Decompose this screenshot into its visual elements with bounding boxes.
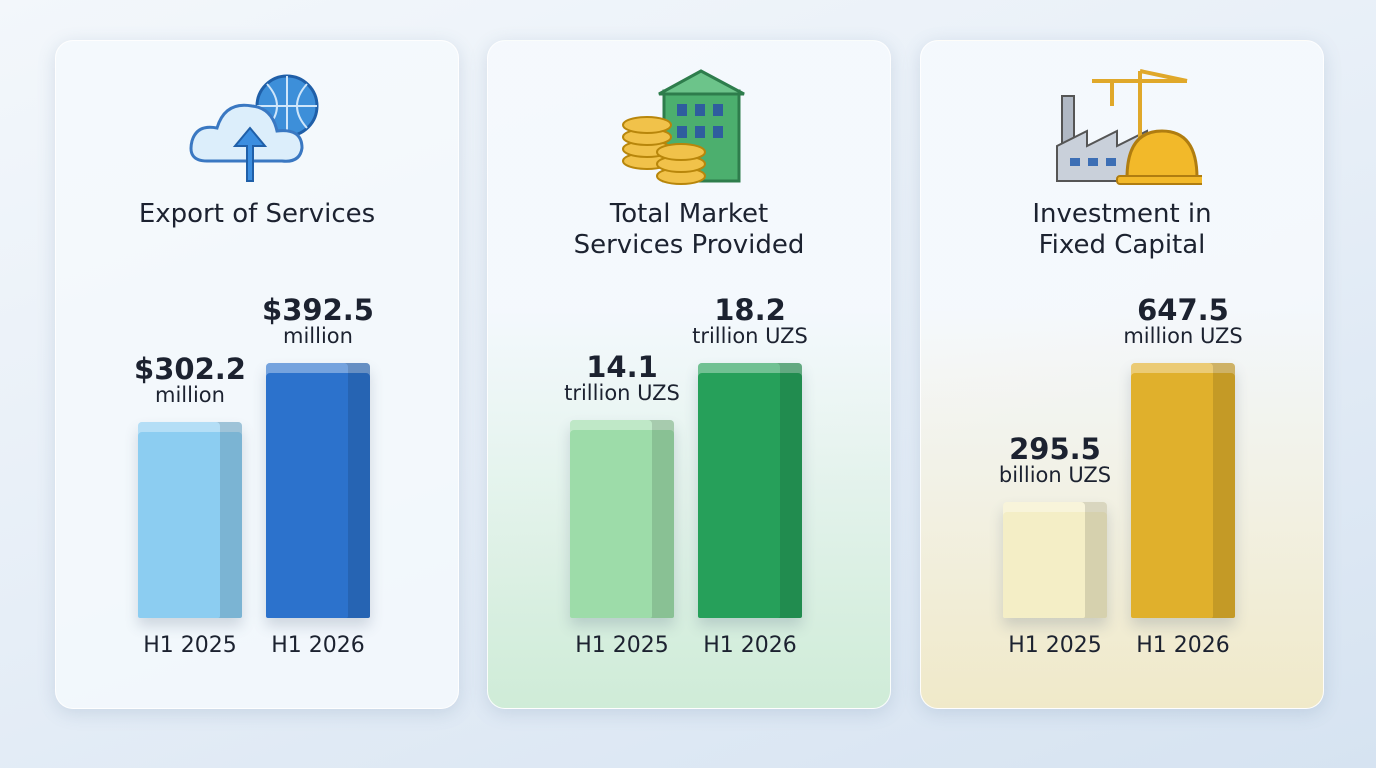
finance-icon xyxy=(622,69,745,185)
x-tick-label: H1 2025 xyxy=(575,633,669,658)
chart-title: Total Market Services Provided xyxy=(573,199,805,260)
value-label: $392.5 million xyxy=(262,293,374,348)
panel: Export of Services $302.2 million H1 2025… xyxy=(55,40,459,709)
value-label: 18.2 trillion UZS xyxy=(692,293,808,348)
cloud-icon xyxy=(189,74,319,182)
panel: Total Market Services Provided 14.1 tril… xyxy=(487,40,891,709)
x-tick-label: H1 2025 xyxy=(143,633,237,658)
x-tick-label: H1 2025 xyxy=(1008,633,1102,658)
x-tick-label: H1 2026 xyxy=(703,633,797,658)
value-label: $302.2 million xyxy=(134,351,246,407)
chart-title: Investment in Fixed Capital xyxy=(1032,199,1212,260)
value-label: 647.5 million UZS xyxy=(1123,293,1243,348)
bar xyxy=(266,363,370,618)
panel: Investment in Fixed Capital 295.5 billio… xyxy=(920,40,1324,709)
bar xyxy=(698,363,802,618)
x-tick-label: H1 2026 xyxy=(1136,633,1230,658)
bar xyxy=(570,420,674,618)
x-tick-label: H1 2026 xyxy=(271,633,365,658)
bar xyxy=(138,421,242,618)
chart-title: Export of Services xyxy=(138,199,376,229)
value-label: 14.1 trillion UZS xyxy=(564,350,680,406)
bar xyxy=(1131,363,1235,618)
value-label: 295.5 billion UZS xyxy=(998,431,1112,487)
bar xyxy=(1003,501,1107,618)
industry-icon xyxy=(1056,69,1202,185)
